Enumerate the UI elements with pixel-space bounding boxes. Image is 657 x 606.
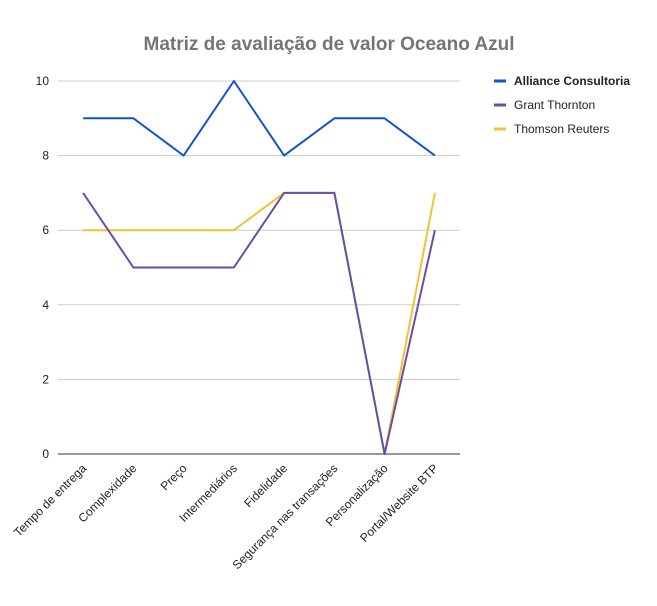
series-lines [82,80,436,455]
legend-label: Grant Thornton [514,98,595,112]
x-tick-label: Preço [158,461,190,493]
series-line [83,80,436,157]
chart-title: Matriz de avaliação de valor Oceano Azul [144,34,515,55]
y-axis-ticks: 0 2 4 6 8 10 [36,74,50,461]
legend: Alliance Consultoria Grant Thornton Thoms… [494,74,630,136]
y-tick-label: 2 [42,372,49,386]
x-tick-label: Tempo de entrega [11,461,90,540]
y-tick-label: 6 [42,223,49,237]
x-tick-label: Segurança nas transações [230,461,341,572]
gridlines [58,80,460,455]
y-tick-label: 4 [42,298,49,312]
x-tick-label: Fidelidade [241,461,290,510]
y-tick-label: 0 [42,447,49,461]
series-line [83,191,436,455]
y-tick-label: 10 [36,74,50,88]
legend-label: Alliance Consultoria [514,74,630,88]
legend-label: Thomson Reuters [514,122,609,136]
y-tick-label: 8 [42,149,49,163]
series-line [82,191,436,455]
